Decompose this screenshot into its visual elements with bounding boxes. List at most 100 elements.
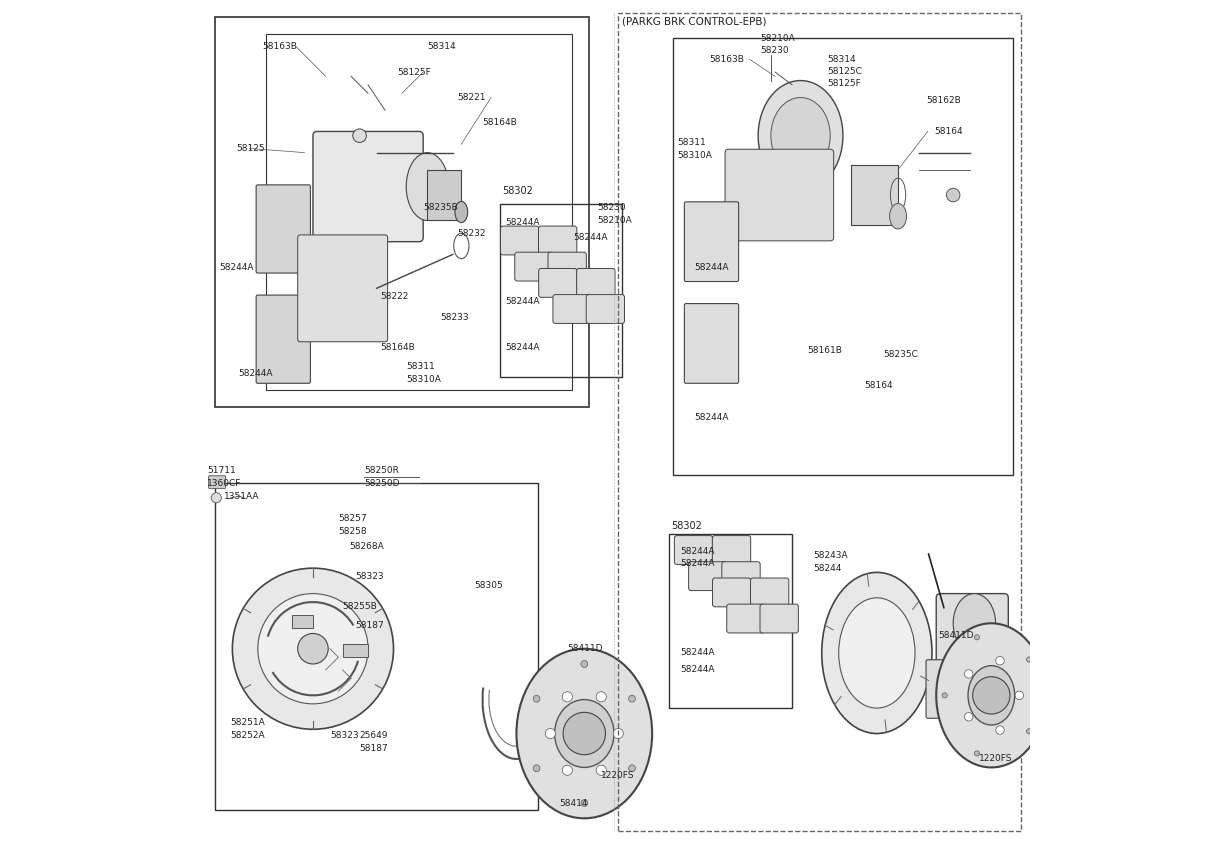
Bar xyxy=(851,165,899,225)
Bar xyxy=(427,170,461,220)
Circle shape xyxy=(562,692,573,702)
Circle shape xyxy=(975,635,980,640)
FancyBboxPatch shape xyxy=(586,294,625,323)
Text: 58310A: 58310A xyxy=(406,375,441,383)
Text: 58305: 58305 xyxy=(474,581,503,589)
Text: 58250D: 58250D xyxy=(363,479,400,488)
Text: 58244A: 58244A xyxy=(681,666,714,674)
FancyBboxPatch shape xyxy=(684,304,739,383)
Text: 58244A: 58244A xyxy=(239,369,272,377)
FancyBboxPatch shape xyxy=(256,295,310,383)
Text: 58314: 58314 xyxy=(427,42,457,51)
FancyBboxPatch shape xyxy=(689,561,727,590)
Bar xyxy=(216,483,538,810)
Circle shape xyxy=(533,695,540,702)
Text: 58125C: 58125C xyxy=(827,67,862,75)
Text: 58244A: 58244A xyxy=(681,547,714,555)
Text: 58323: 58323 xyxy=(329,731,358,739)
Text: 58232: 58232 xyxy=(457,229,486,237)
FancyBboxPatch shape xyxy=(312,131,423,242)
FancyBboxPatch shape xyxy=(936,594,1009,687)
Ellipse shape xyxy=(771,98,831,174)
Circle shape xyxy=(964,712,972,721)
FancyBboxPatch shape xyxy=(500,226,539,255)
Circle shape xyxy=(942,693,947,698)
Text: 58251A: 58251A xyxy=(230,718,265,727)
Text: 58221: 58221 xyxy=(457,93,486,102)
Circle shape xyxy=(352,129,367,142)
Text: 58311: 58311 xyxy=(406,362,435,371)
Circle shape xyxy=(1027,728,1032,734)
Text: 58125F: 58125F xyxy=(827,79,861,87)
Circle shape xyxy=(211,493,222,503)
FancyBboxPatch shape xyxy=(515,252,553,281)
Circle shape xyxy=(964,670,972,678)
Circle shape xyxy=(563,712,606,755)
FancyBboxPatch shape xyxy=(725,149,833,241)
Text: 58244A: 58244A xyxy=(695,263,729,271)
Text: 58258: 58258 xyxy=(338,527,367,536)
Circle shape xyxy=(545,728,556,739)
Text: 1360CF: 1360CF xyxy=(207,479,241,488)
Text: 58164: 58164 xyxy=(935,127,963,136)
Circle shape xyxy=(946,188,960,202)
Circle shape xyxy=(298,633,328,664)
Text: 58244A: 58244A xyxy=(681,649,714,657)
Text: 58164B: 58164B xyxy=(380,343,415,352)
Text: 58252A: 58252A xyxy=(230,731,265,739)
Text: 58164B: 58164B xyxy=(482,119,517,127)
Text: 58411D: 58411D xyxy=(939,632,975,640)
Bar xyxy=(266,34,572,390)
Text: 58255B: 58255B xyxy=(343,602,378,611)
Bar xyxy=(216,17,589,407)
Ellipse shape xyxy=(968,666,1015,725)
Text: 58230: 58230 xyxy=(597,204,626,212)
Text: 58230: 58230 xyxy=(759,47,788,55)
FancyBboxPatch shape xyxy=(712,578,751,607)
Text: 1220FS: 1220FS xyxy=(978,755,1012,763)
FancyBboxPatch shape xyxy=(576,269,615,298)
FancyBboxPatch shape xyxy=(727,604,765,633)
Ellipse shape xyxy=(839,598,916,708)
FancyBboxPatch shape xyxy=(553,294,591,323)
Text: 58323: 58323 xyxy=(355,572,384,581)
Circle shape xyxy=(995,656,1004,665)
FancyBboxPatch shape xyxy=(751,578,788,607)
Ellipse shape xyxy=(953,594,995,653)
Text: 58257: 58257 xyxy=(338,515,367,523)
Ellipse shape xyxy=(890,204,907,229)
FancyBboxPatch shape xyxy=(712,536,751,565)
FancyBboxPatch shape xyxy=(256,185,310,273)
Ellipse shape xyxy=(406,153,448,220)
Bar xyxy=(673,38,1012,475)
FancyBboxPatch shape xyxy=(675,536,713,565)
Circle shape xyxy=(533,765,540,772)
Text: 58233: 58233 xyxy=(440,314,469,322)
Circle shape xyxy=(596,692,607,702)
Text: 58302: 58302 xyxy=(672,521,702,531)
Text: 58163B: 58163B xyxy=(708,55,744,64)
Text: 58125F: 58125F xyxy=(397,68,431,76)
Circle shape xyxy=(629,765,636,772)
FancyBboxPatch shape xyxy=(926,660,972,718)
Ellipse shape xyxy=(822,572,932,734)
Bar xyxy=(619,13,1021,831)
Ellipse shape xyxy=(758,81,843,191)
Text: 25649: 25649 xyxy=(360,731,388,739)
Circle shape xyxy=(1027,657,1032,662)
Circle shape xyxy=(629,695,636,702)
Bar xyxy=(292,615,312,628)
Text: 58310A: 58310A xyxy=(678,151,712,159)
Ellipse shape xyxy=(936,623,1046,767)
Text: 58163B: 58163B xyxy=(262,42,297,51)
Text: 58244A: 58244A xyxy=(505,343,540,352)
Text: 58411D: 58411D xyxy=(567,644,603,653)
Text: 58187: 58187 xyxy=(355,622,384,630)
FancyBboxPatch shape xyxy=(539,226,576,255)
FancyBboxPatch shape xyxy=(549,252,586,281)
Text: 58302: 58302 xyxy=(503,186,533,196)
Text: 58222: 58222 xyxy=(380,293,409,301)
Text: 58244A: 58244A xyxy=(505,218,540,226)
Circle shape xyxy=(581,800,587,806)
Text: 58244A: 58244A xyxy=(505,297,540,305)
